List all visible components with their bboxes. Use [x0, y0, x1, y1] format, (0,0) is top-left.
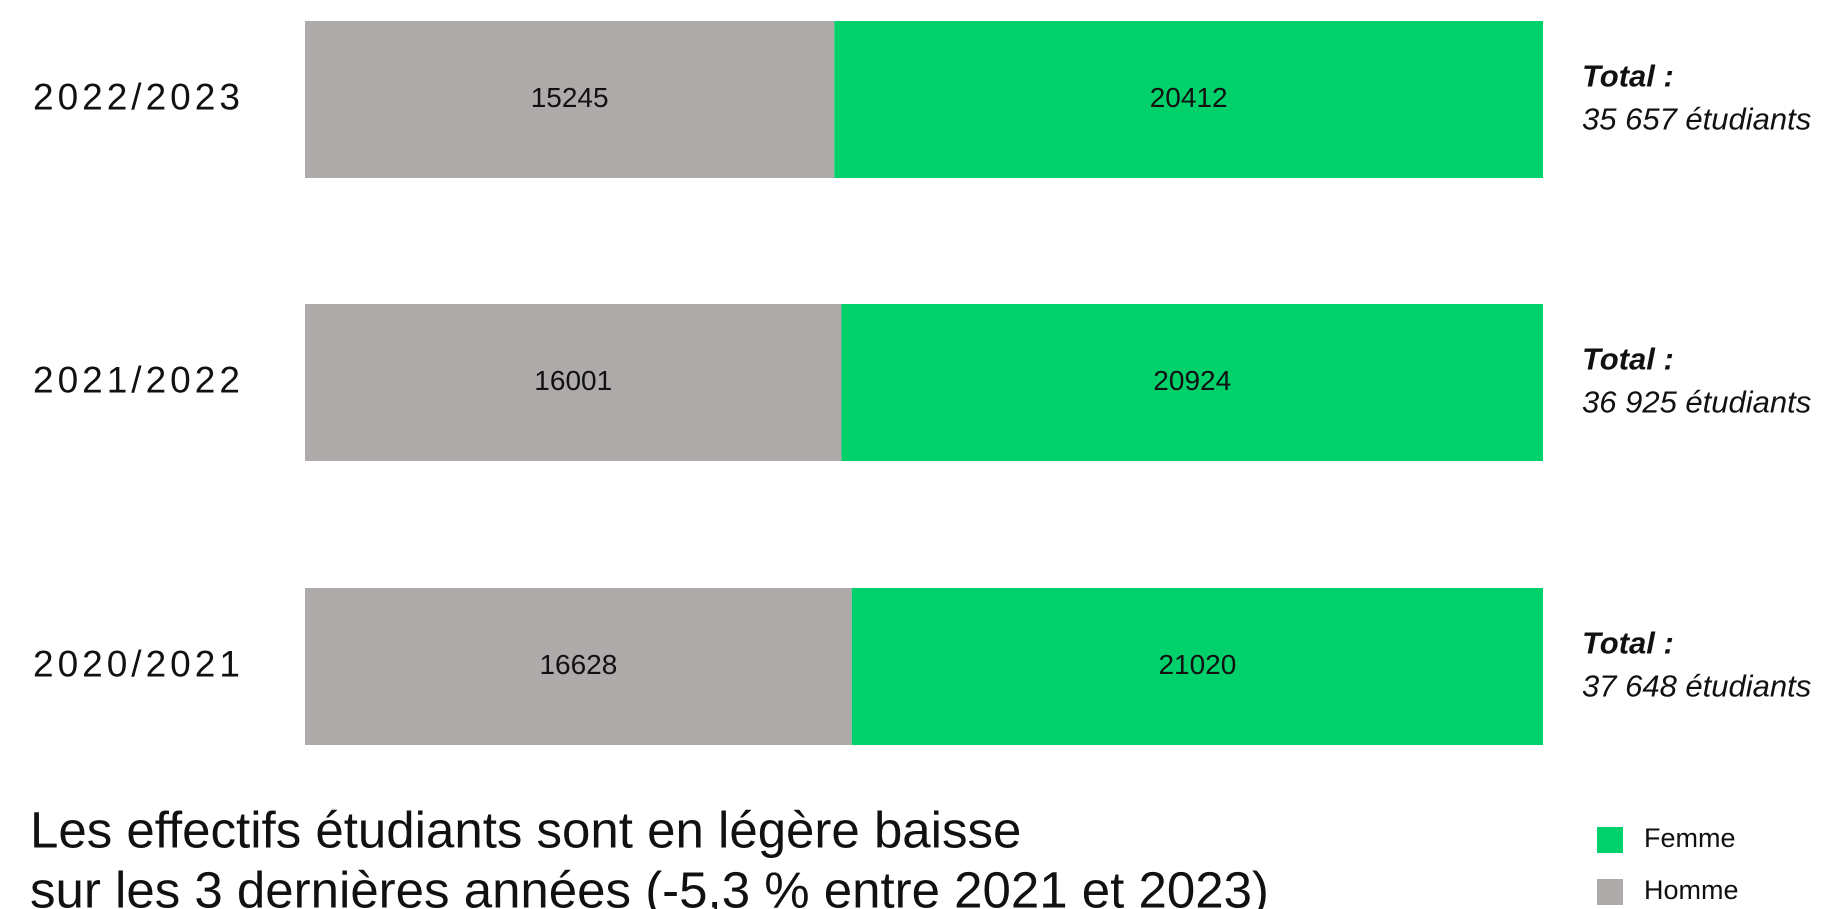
total-heading: Total :: [1582, 626, 1674, 661]
category-label: 2020/2021: [33, 643, 244, 684]
chart-title: sur les 3 dernières années (-5,3 % entre…: [30, 861, 1269, 909]
category-label: 2022/2023: [33, 76, 244, 117]
bar-segment: [305, 21, 835, 178]
legend-swatch: [1597, 827, 1623, 853]
chart-title: Les effectifs étudiants sont en légère b…: [30, 801, 1021, 858]
bar-segment: [851, 588, 1543, 745]
value-label: 15245: [531, 82, 609, 113]
legend-label: Femme: [1644, 823, 1736, 853]
total-heading: Total :: [1582, 342, 1674, 377]
value-label: 20412: [1150, 82, 1228, 113]
legend-swatch: [1597, 879, 1623, 905]
bar-segment: [305, 588, 852, 745]
bar-segment: [305, 304, 842, 461]
total-label: 37 648 étudiants: [1582, 669, 1811, 704]
total-label: 35 657 étudiants: [1582, 102, 1811, 137]
category-label: 2021/2022: [33, 359, 244, 400]
bar-segment: [841, 304, 1543, 461]
legend-label: Homme: [1644, 875, 1739, 905]
value-label: 16628: [539, 649, 617, 680]
total-heading: Total :: [1582, 59, 1674, 94]
value-label: 16001: [534, 365, 612, 396]
total-label: 36 925 étudiants: [1582, 385, 1811, 420]
bar-segment: [834, 21, 1543, 178]
value-label: 20924: [1153, 365, 1231, 396]
value-label: 21020: [1158, 649, 1236, 680]
